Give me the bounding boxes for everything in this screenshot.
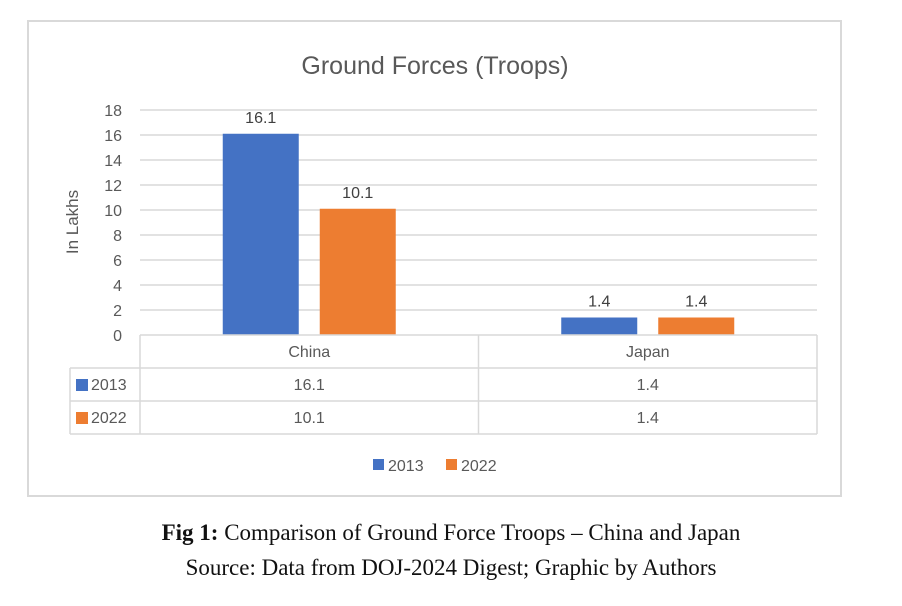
y-tick-label: 12 (104, 178, 122, 195)
y-tick-label: 0 (113, 328, 122, 345)
category-label: Japan (626, 344, 670, 361)
table-legend-key (76, 379, 88, 391)
y-tick-label: 14 (104, 153, 122, 170)
category-label: China (288, 344, 330, 361)
data-label: 1.4 (588, 294, 610, 311)
figure-source: Source: Data from DOJ-2024 Digest; Graph… (185, 555, 717, 580)
chart-frame (27, 20, 842, 497)
table-series-label: 2013 (91, 377, 127, 394)
y-axis-label: In Lakhs (63, 190, 82, 254)
bar-japan-2013 (561, 317, 638, 335)
y-tick-label: 16 (104, 128, 122, 145)
legend-label: 2013 (388, 458, 424, 475)
legend-label: 2022 (461, 458, 497, 475)
table-cell: 1.4 (637, 377, 659, 394)
bar-japan-2022 (658, 317, 735, 335)
table-cell: 10.1 (294, 410, 325, 427)
data-label: 10.1 (342, 185, 373, 202)
bar-china-2013 (222, 133, 299, 335)
y-tick-label: 4 (113, 278, 122, 295)
y-tick-label: 8 (113, 228, 122, 245)
y-tick-label: 2 (113, 303, 122, 320)
table-legend-key (76, 412, 88, 424)
y-tick-label: 6 (113, 253, 122, 270)
y-tick-label: 10 (104, 203, 122, 220)
legend-swatch (373, 459, 384, 470)
y-tick-label: 18 (104, 103, 122, 120)
figure-caption: Fig 1: Comparison of Ground Force Troops… (0, 520, 902, 546)
figure-label: Fig 1: (161, 520, 219, 545)
legend-swatch (446, 459, 457, 470)
bar-china-2022 (319, 208, 396, 335)
table-cell: 1.4 (637, 410, 659, 427)
table-series-label: 2022 (91, 410, 127, 427)
data-label: 16.1 (245, 110, 276, 127)
data-label: 1.4 (685, 294, 707, 311)
figure-caption-text: Comparison of Ground Force Troops – Chin… (218, 520, 741, 545)
table-cell: 16.1 (294, 377, 325, 394)
chart-title: Ground Forces (Troops) (301, 52, 568, 80)
